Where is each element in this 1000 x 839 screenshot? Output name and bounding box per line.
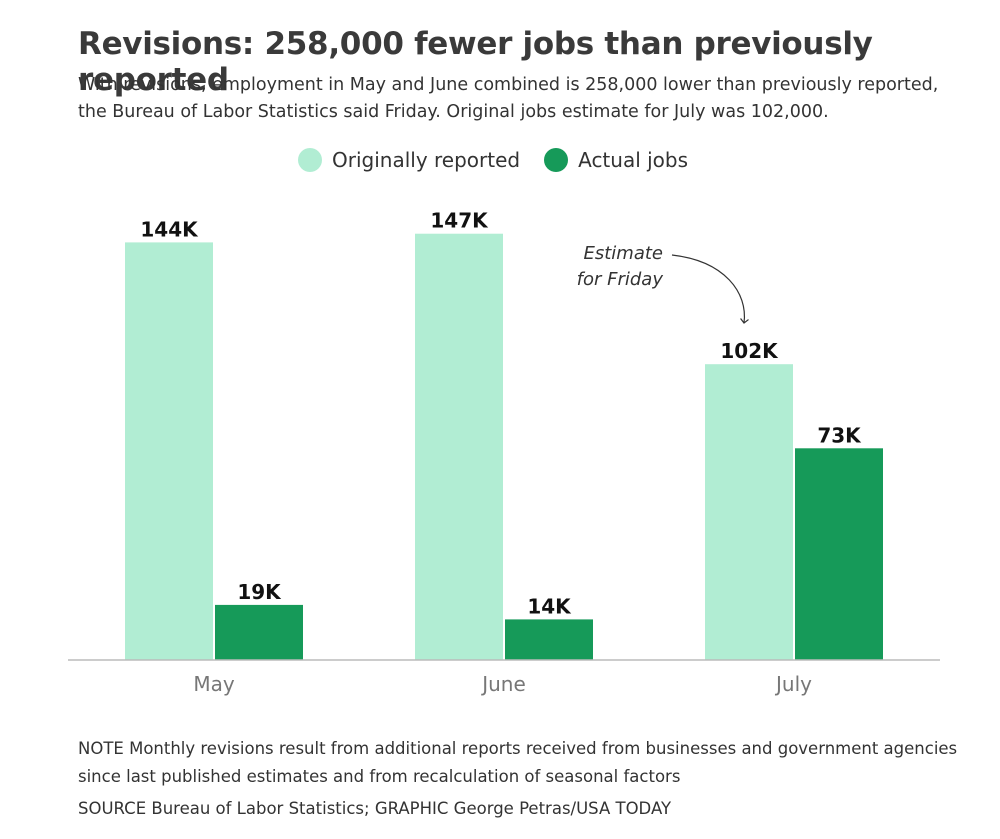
legend-item-originally-reported: Originally reported [298, 148, 520, 172]
x-tick-label-july: July [774, 672, 812, 696]
chart-subtitle: With revisions, employment in May and Ju… [78, 75, 939, 122]
legend-label-originally-reported: Originally reported [332, 148, 521, 172]
data-label-actual-jobs-june: 14K [527, 594, 572, 618]
bar-actual-jobs-june [505, 619, 593, 660]
annotation-line-2: for Friday [577, 269, 664, 290]
legend-label-actual-jobs: Actual jobs [578, 148, 689, 172]
annotation-arrow [671, 254, 749, 324]
bar-actual-jobs-july [795, 448, 883, 660]
bar-actual-jobs-may [215, 604, 303, 660]
legend-swatch-originally-reported [298, 148, 322, 172]
chart-title: Revisions: 258,000 fewer jobs than previ… [78, 26, 873, 98]
bar-originally-reported-july [705, 364, 793, 660]
data-label-actual-jobs-may: 19K [237, 580, 282, 604]
chart-source: SOURCE Bureau of Labor Statistics; GRAPH… [78, 799, 672, 818]
annotation-estimate: Estimate for Friday [577, 243, 749, 324]
data-label-originally-reported-may: 144K [140, 217, 199, 241]
bar-originally-reported-may [125, 242, 213, 660]
x-tick-label-june: June [480, 672, 526, 696]
bar-chart: 144K 19K May 147K 14K June 102K 73K July Estimat… [68, 209, 940, 696]
annotation-line-1: Estimate [583, 243, 663, 264]
x-tick-label-may: May [193, 672, 235, 696]
data-label-actual-jobs-july: 73K [817, 423, 862, 447]
chart-legend: Originally reported Actual jobs [298, 148, 712, 172]
legend-item-actual-jobs: Actual jobs [544, 148, 688, 172]
data-label-originally-reported-july: 102K [720, 339, 779, 363]
data-label-originally-reported-june: 147K [430, 209, 489, 233]
legend-swatch-actual-jobs [544, 148, 569, 172]
chart-note: NOTE Monthly revisions result from addit… [78, 739, 958, 786]
bar-originally-reported-june [415, 233, 503, 660]
